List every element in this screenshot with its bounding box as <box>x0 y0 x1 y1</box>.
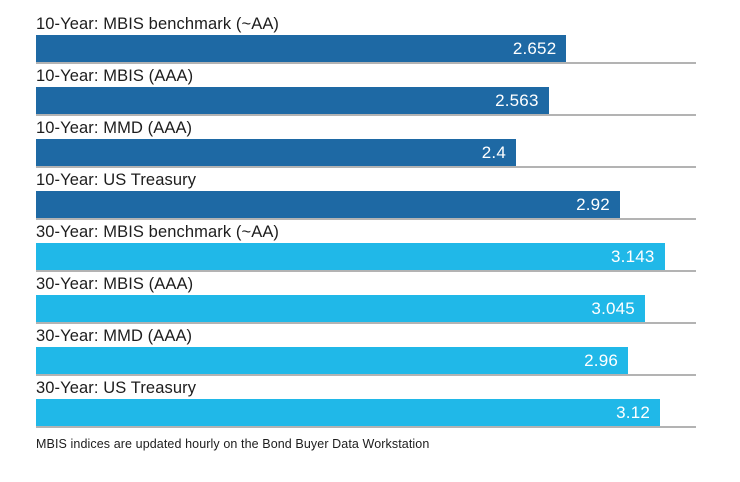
chart-row: 10-Year: MBIS benchmark (~AA) 2.652 <box>36 14 696 64</box>
bar-category-label: 30-Year: MMD (AAA) <box>36 327 193 345</box>
chart-row: 10-Year: MBIS (AAA) 2.563 <box>36 66 696 116</box>
bar: 2.96 <box>36 347 629 374</box>
bar-category-label: 10-Year: MBIS benchmark (~AA) <box>36 15 280 33</box>
bar-value-label: 3.143 <box>611 247 655 266</box>
bar: 2.563 <box>36 87 549 114</box>
bar-value-label: 2.652 <box>512 39 557 58</box>
bar-track-baseline: 2.4 <box>36 139 696 168</box>
bar-track-baseline: 2.96 <box>36 347 696 376</box>
bar-value-label: 2.563 <box>495 91 539 110</box>
bar-track-baseline: 2.652 <box>36 35 696 64</box>
bar: 3.143 <box>36 243 665 270</box>
chart-row: 30-Year: US Treasury 3.12 <box>36 378 696 428</box>
chart-row: 10-Year: MMD (AAA) 2.4 <box>36 118 696 168</box>
bar: 2.652 <box>36 35 567 62</box>
chart-rows: 10-Year: MBIS benchmark (~AA) 2.652 10-Yea… <box>36 14 696 428</box>
bar-value-label: 3.12 <box>616 403 651 422</box>
bar: 3.12 <box>36 399 661 426</box>
bar: 2.4 <box>36 139 517 166</box>
bar-category-label: 30-Year: US Treasury <box>36 379 197 397</box>
bar-track-baseline: 2.563 <box>36 87 696 116</box>
bar-value-label: 2.96 <box>584 351 619 370</box>
bar-category-label: 10-Year: MMD (AAA) <box>36 119 193 137</box>
bar-track-baseline: 3.045 <box>36 295 696 324</box>
bar-track-baseline: 3.12 <box>36 399 696 428</box>
bar: 3.045 <box>36 295 645 322</box>
chart-row: 10-Year: US Treasury 2.92 <box>36 170 696 220</box>
bar-category-label: 30-Year: MBIS (AAA) <box>36 275 194 293</box>
chart-footnote: MBIS indices are updated hourly on the B… <box>36 437 430 451</box>
bar-track-baseline: 2.92 <box>36 191 696 220</box>
bar-value-label: 3.045 <box>591 299 635 318</box>
bar-category-label: 10-Year: US Treasury <box>36 171 197 189</box>
bar-category-label: 30-Year: MBIS benchmark (~AA) <box>36 223 280 241</box>
bar-value-label: 2.92 <box>576 195 610 214</box>
bar-category-label: 10-Year: MBIS (AAA) <box>36 67 194 85</box>
bar-value-label: 2.4 <box>481 143 507 162</box>
bar-track-baseline: 3.143 <box>36 243 696 272</box>
chart-row: 30-Year: MBIS benchmark (~AA) 3.143 <box>36 222 696 272</box>
chart-row: 30-Year: MBIS (AAA) 3.045 <box>36 274 696 324</box>
bar: 2.92 <box>36 191 620 218</box>
chart-row: 30-Year: MMD (AAA) 2.96 <box>36 326 696 376</box>
